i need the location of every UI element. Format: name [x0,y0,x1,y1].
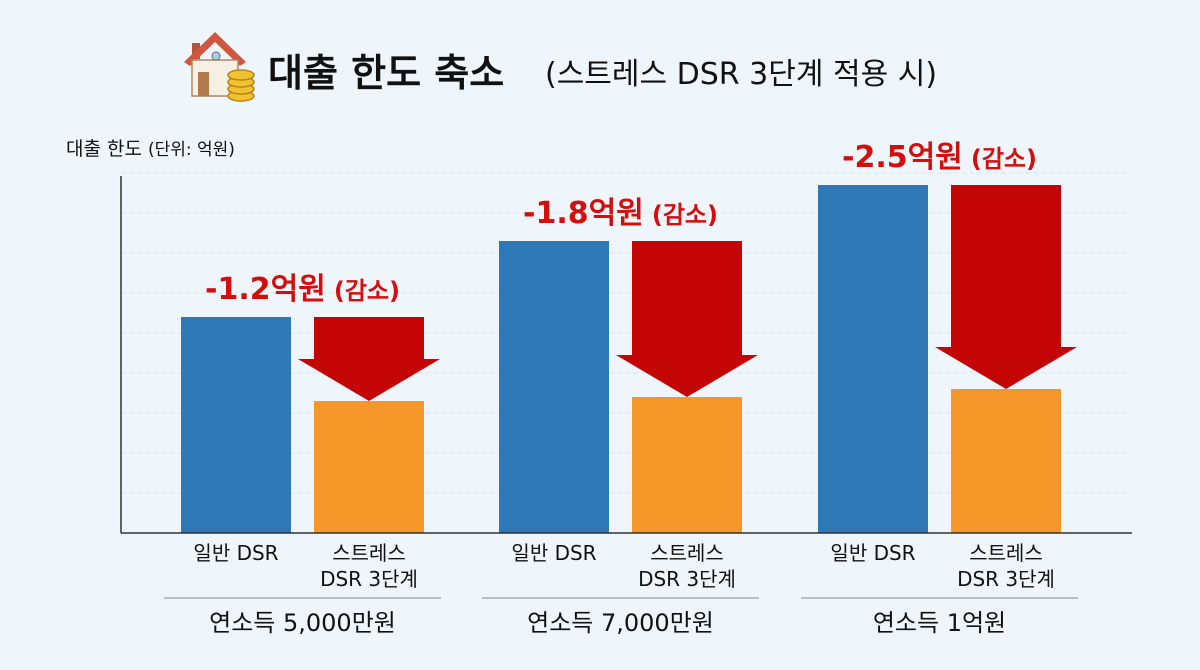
reduction-value: -1.2억원 [205,272,326,307]
reduction-arrow [616,241,758,397]
x-tick-label: 스트레스 [969,541,1043,565]
x-tick-label: 일반 DSR [830,541,915,565]
bar-stress-dsr [632,397,742,533]
reduction-note: (감소) [971,145,1037,173]
x-tick-label: 일반 DSR [193,541,278,565]
reduction-annotation: -1.2억원 (감소) [205,272,400,307]
x-tick-label: DSR 3단계 [638,567,736,591]
reduction-value: -2.5억원 [842,140,963,175]
group-label: 연소득 7,000만원 [527,609,714,637]
reduction-value: -1.8억원 [523,196,644,231]
x-tick-label: 스트레스 [332,541,406,565]
reduction-arrow [935,185,1077,389]
group-label: 연소득 1억원 [873,609,1006,637]
bar-general-dsr [499,241,609,533]
reduction-note: (감소) [334,277,400,305]
house-with-coins-icon [184,32,255,102]
x-tick-label: DSR 3단계 [957,567,1055,591]
bar-stress-dsr [314,401,424,533]
reduction-annotation: -2.5억원 (감소) [842,140,1037,175]
bar-general-dsr [181,317,291,533]
y-axis-label: 대출 한도 (단위: 억원) [66,138,235,160]
chart-subtitle: (스트레스 DSR 3단계 적용 시) [545,57,937,92]
reduction-annotation: -1.8억원 (감소) [523,196,718,231]
x-tick-label: DSR 3단계 [320,567,418,591]
x-tick-label: 스트레스 [650,541,724,565]
group-label: 연소득 5,000만원 [209,609,396,637]
y-axis-title: 대출 한도 [66,138,142,160]
unit-label: (단위: 억원) [148,140,235,160]
x-tick-label: 일반 DSR [511,541,596,565]
bars [181,185,1077,533]
reduction-arrow [298,317,440,401]
reduction-note: (감소) [652,201,718,229]
chart-title: 대출 한도 축소 [268,51,504,95]
bar-stress-dsr [951,389,1061,533]
bar-general-dsr [818,185,928,533]
